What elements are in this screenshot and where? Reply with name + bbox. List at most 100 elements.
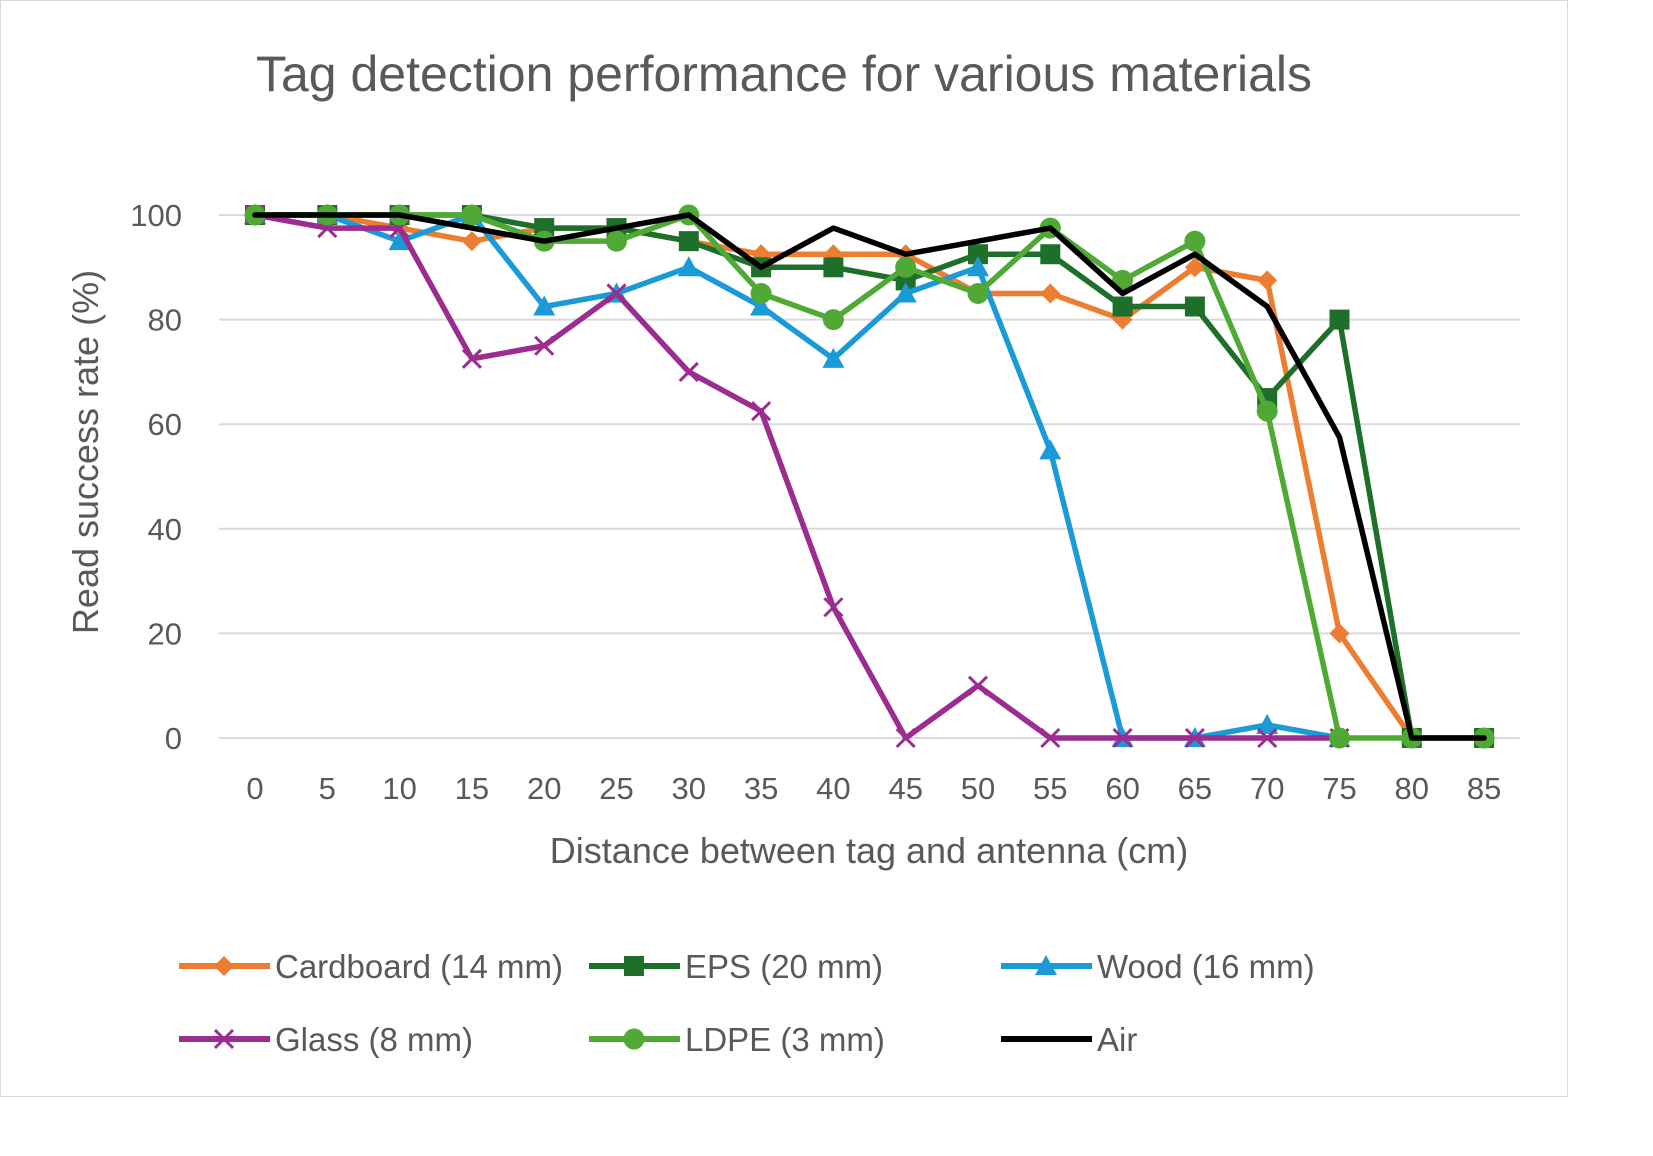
y-tick-label: 0 — [165, 721, 182, 756]
data-point — [1329, 309, 1350, 330]
data-point — [823, 597, 844, 618]
y-axis-ticks: 0 20 40 60 80 100 — [130, 198, 182, 756]
data-point — [388, 230, 411, 251]
legend-item-ldpe-3-mm: LDPE (3 mm) — [589, 1021, 885, 1058]
chart-title: Tag detection performance for various ma… — [256, 46, 1312, 102]
legend-label: EPS (20 mm) — [685, 948, 883, 985]
data-point — [606, 283, 627, 304]
data-point — [533, 295, 556, 316]
x-tick-label: 5 — [319, 771, 336, 806]
data-point — [677, 256, 700, 277]
x-tick-label: 0 — [246, 771, 263, 806]
data-point — [678, 361, 699, 382]
x-tick-label: 15 — [455, 771, 489, 806]
x-tick-label: 60 — [1105, 771, 1139, 806]
data-point — [606, 230, 627, 252]
data-point — [895, 256, 917, 278]
x-tick-label: 25 — [599, 771, 633, 806]
series-line-cardboard-14-mm — [252, 212, 1415, 741]
data-point — [750, 295, 773, 316]
legend-marker — [624, 956, 644, 976]
x-tick-label: 75 — [1322, 771, 1356, 806]
data-point — [1040, 283, 1061, 304]
data-point — [823, 257, 844, 278]
data-point — [822, 309, 844, 331]
data-point — [967, 675, 989, 696]
data-point — [1184, 230, 1206, 252]
y-tick-label: 20 — [148, 616, 182, 651]
legend-marker — [623, 1028, 645, 1050]
data-point — [1256, 713, 1279, 734]
data-point — [1112, 296, 1133, 317]
y-tick-label: 40 — [148, 512, 182, 547]
legend-label: LDPE (3 mm) — [685, 1021, 885, 1058]
x-tick-label: 70 — [1250, 771, 1284, 806]
series-cardboard-14-mm — [245, 205, 1422, 748]
data-point — [822, 347, 845, 368]
data-point — [1329, 727, 1350, 749]
y-axis-title: Read success rate (%) — [65, 270, 106, 634]
data-point — [1257, 270, 1278, 291]
legend-marker — [1035, 955, 1057, 975]
data-point — [1040, 727, 1061, 749]
y-tick-label: 80 — [148, 303, 182, 338]
x-tick-label: 45 — [888, 771, 922, 806]
data-point — [461, 231, 482, 252]
legend: Cardboard (14 mm) EPS (20 mm) Wood (16 mm)… — [179, 948, 1315, 1058]
data-point — [751, 401, 772, 422]
x-axis-ticks: 0 5 10 15 20 25 30 35 40 45 50 55 60 65 70 75 80 85 — [246, 771, 1501, 806]
data-point — [894, 282, 917, 303]
legend-item-glass-8-mm: Glass (8 mm) — [179, 1021, 473, 1058]
x-tick-label: 35 — [744, 771, 778, 806]
legend-item-cardboard-14-mm: Cardboard (14 mm) — [179, 948, 563, 985]
series-line-ldpe-3-mm — [252, 212, 1487, 741]
series-lines — [244, 204, 1495, 749]
data-point — [1112, 727, 1133, 749]
data-point — [461, 348, 482, 369]
x-tick-label: 65 — [1178, 771, 1212, 806]
x-tick-label: 80 — [1395, 771, 1429, 806]
x-tick-label: 10 — [382, 771, 416, 806]
chart-frame: Tag detection performance for various ma… — [0, 0, 1568, 1097]
x-tick-label: 85 — [1467, 771, 1501, 806]
legend-label: Glass (8 mm) — [275, 1021, 473, 1058]
data-point — [1329, 623, 1350, 644]
data-point — [750, 282, 772, 304]
data-point — [1256, 400, 1278, 422]
data-point — [534, 335, 555, 356]
legend-label: Air — [1097, 1021, 1137, 1058]
x-axis-title: Distance between tag and antenna (cm) — [550, 830, 1188, 871]
data-point — [967, 256, 989, 277]
legend-item-air: Air — [1001, 1021, 1137, 1058]
legend-label: Cardboard (14 mm) — [275, 948, 563, 985]
legend-item-wood-16-mm: Wood (16 mm) — [1001, 948, 1315, 985]
series-glass-8-mm — [244, 204, 1350, 749]
x-tick-label: 55 — [1033, 771, 1067, 806]
legend-marker — [214, 956, 234, 976]
legend-marker — [213, 1028, 235, 1050]
series-line-glass-8-mm — [252, 212, 1343, 741]
series-line-wood-16-mm — [252, 212, 1343, 741]
series-wood-16-mm — [244, 204, 1351, 747]
data-point — [1184, 296, 1205, 317]
y-tick-label: 60 — [148, 407, 182, 442]
data-point — [895, 727, 916, 749]
data-point — [461, 204, 483, 226]
data-point — [678, 231, 699, 252]
data-point — [1257, 727, 1278, 749]
data-point — [967, 282, 989, 304]
x-tick-label: 50 — [961, 771, 995, 806]
data-point — [1040, 244, 1061, 265]
x-tick-label: 20 — [527, 771, 561, 806]
legend-item-eps-20-mm: EPS (20 mm) — [589, 948, 883, 985]
x-tick-label: 30 — [672, 771, 706, 806]
data-point — [1184, 257, 1205, 278]
y-tick-label: 100 — [130, 198, 182, 233]
series-line-air — [252, 212, 1487, 741]
data-point — [1039, 439, 1062, 460]
data-point — [968, 244, 988, 265]
x-tick-label: 40 — [816, 771, 850, 806]
data-point — [1184, 727, 1205, 749]
series-air — [252, 212, 1487, 741]
line-chart: Tag detection performance for various ma… — [65, 46, 1520, 1058]
